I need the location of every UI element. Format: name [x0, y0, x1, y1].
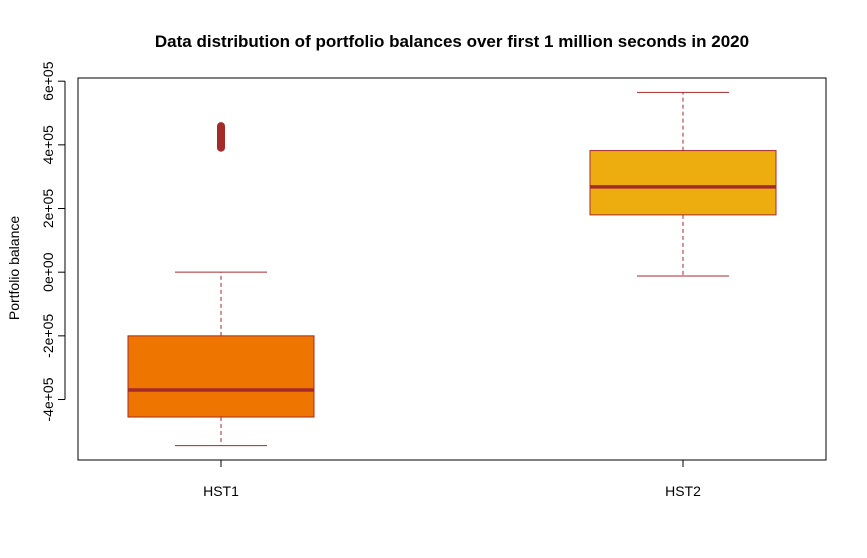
y-tick-label: 6e+05 — [40, 61, 56, 101]
outlier-points — [217, 122, 225, 152]
y-tick-label: -4e+05 — [40, 377, 56, 421]
x-axis: HST1 HST2 — [203, 459, 701, 499]
box-hst2 — [589, 91, 777, 277]
box-hst1 — [127, 122, 315, 447]
y-axis-label: Portfolio balance — [6, 216, 22, 321]
y-tick-label: 4e+05 — [40, 125, 56, 165]
x-tick-label: HST2 — [665, 483, 701, 499]
boxes-layer — [127, 91, 777, 447]
x-tick-label: HST1 — [203, 483, 239, 499]
chart-title: Data distribution of portfolio balances … — [155, 32, 749, 51]
iqr-box — [589, 150, 777, 216]
y-tick-label: 0e+00 — [40, 252, 56, 292]
iqr-box — [127, 335, 315, 418]
y-tick-label: -2e+05 — [40, 314, 56, 358]
y-axis: -4e+05 -2e+05 0e+00 2e+05 4e+05 6e+05 — [40, 61, 66, 422]
y-tick-label: 2e+05 — [40, 189, 56, 229]
